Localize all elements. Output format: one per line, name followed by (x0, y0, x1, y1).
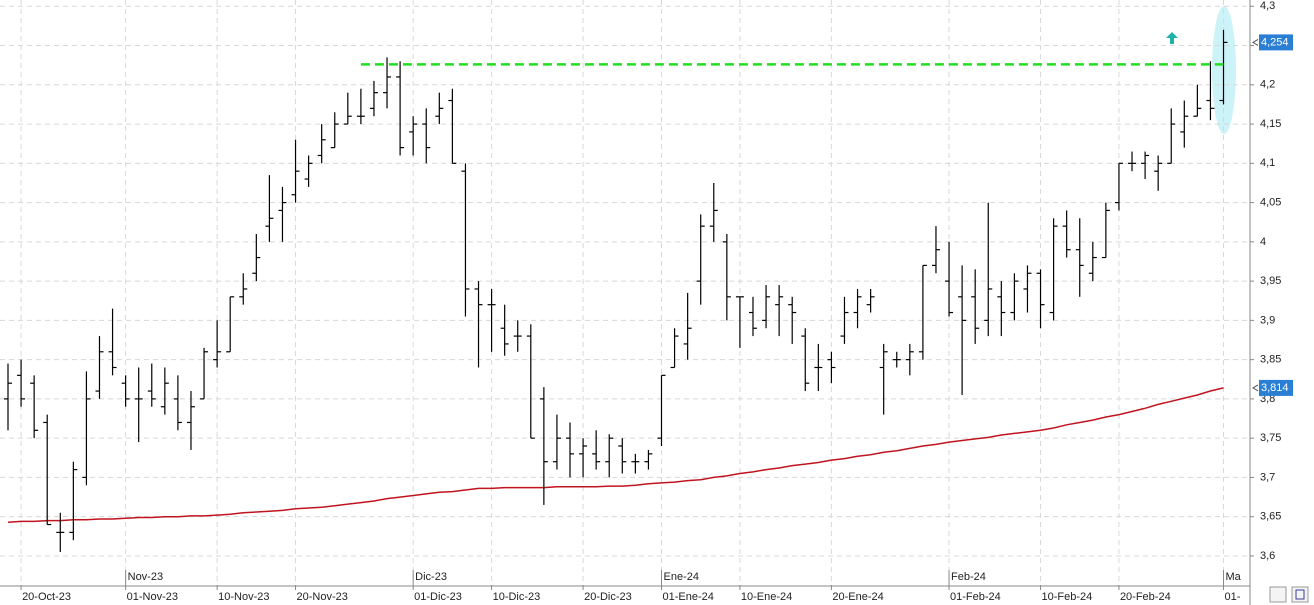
y-tick-label: 3,75 (1260, 432, 1281, 444)
x-tick-label: 01-Dic-23 (414, 591, 462, 603)
tool-button[interactable] (1269, 586, 1287, 603)
price-badge-label: 4,254 (1261, 36, 1289, 48)
price-badge (1259, 379, 1293, 396)
y-tick-label: 4,1 (1260, 157, 1275, 169)
x-tick-label: 20-Ene-24 (832, 591, 883, 603)
y-tick-label: 3,95 (1260, 275, 1281, 287)
y-tick-label: 3,6 (1260, 550, 1275, 562)
x-tick-label: 01-Ene-24 (663, 591, 714, 603)
month-label: Feb-24 (951, 571, 986, 583)
x-tick-label: 01- (1225, 591, 1241, 603)
x-tick-label: 10-Dic-23 (493, 591, 541, 603)
moving-average (7, 387, 1224, 523)
x-tick-label: 20-Oct-23 (22, 591, 71, 603)
x-tick-label: 01-Nov-23 (127, 591, 178, 603)
up-arrow (1166, 32, 1178, 44)
y-tick-label: 4,2 (1260, 79, 1275, 91)
x-tick-label: 20-Nov-23 (297, 591, 348, 603)
month-label: Ene-24 (664, 571, 699, 583)
save-button[interactable] (1291, 586, 1309, 603)
x-tick-label: 10-Nov-23 (218, 591, 269, 603)
y-tick-label: 3,85 (1260, 354, 1281, 366)
badge-pointer (1252, 38, 1259, 46)
y-tick-label: 4,3 (1260, 0, 1275, 12)
y-tick-label: 3,65 (1260, 511, 1281, 523)
x-tick-label: 10-Ene-24 (741, 591, 792, 603)
month-label: Ma (1226, 571, 1242, 583)
month-label: Dic-23 (415, 571, 447, 583)
price-badge (1259, 34, 1293, 51)
y-tick-label: 3,7 (1260, 471, 1275, 483)
x-tick-label: 20-Dic-23 (584, 591, 632, 603)
x-tick-label: 01-Feb-24 (950, 591, 1001, 603)
y-tick-label: 4 (1260, 236, 1266, 248)
x-tick-label: 20-Feb-24 (1120, 591, 1171, 603)
save-icon (1295, 589, 1305, 600)
y-tick-label: 4,05 (1260, 196, 1281, 208)
x-tick-label: 10-Feb-24 (1042, 591, 1093, 603)
month-label: Nov-23 (128, 571, 163, 583)
price-badge-label: 3,814 (1261, 382, 1289, 394)
y-tick-label: 4,15 (1260, 118, 1281, 130)
badge-pointer (1252, 384, 1259, 392)
y-tick-label: 3,9 (1260, 314, 1275, 326)
